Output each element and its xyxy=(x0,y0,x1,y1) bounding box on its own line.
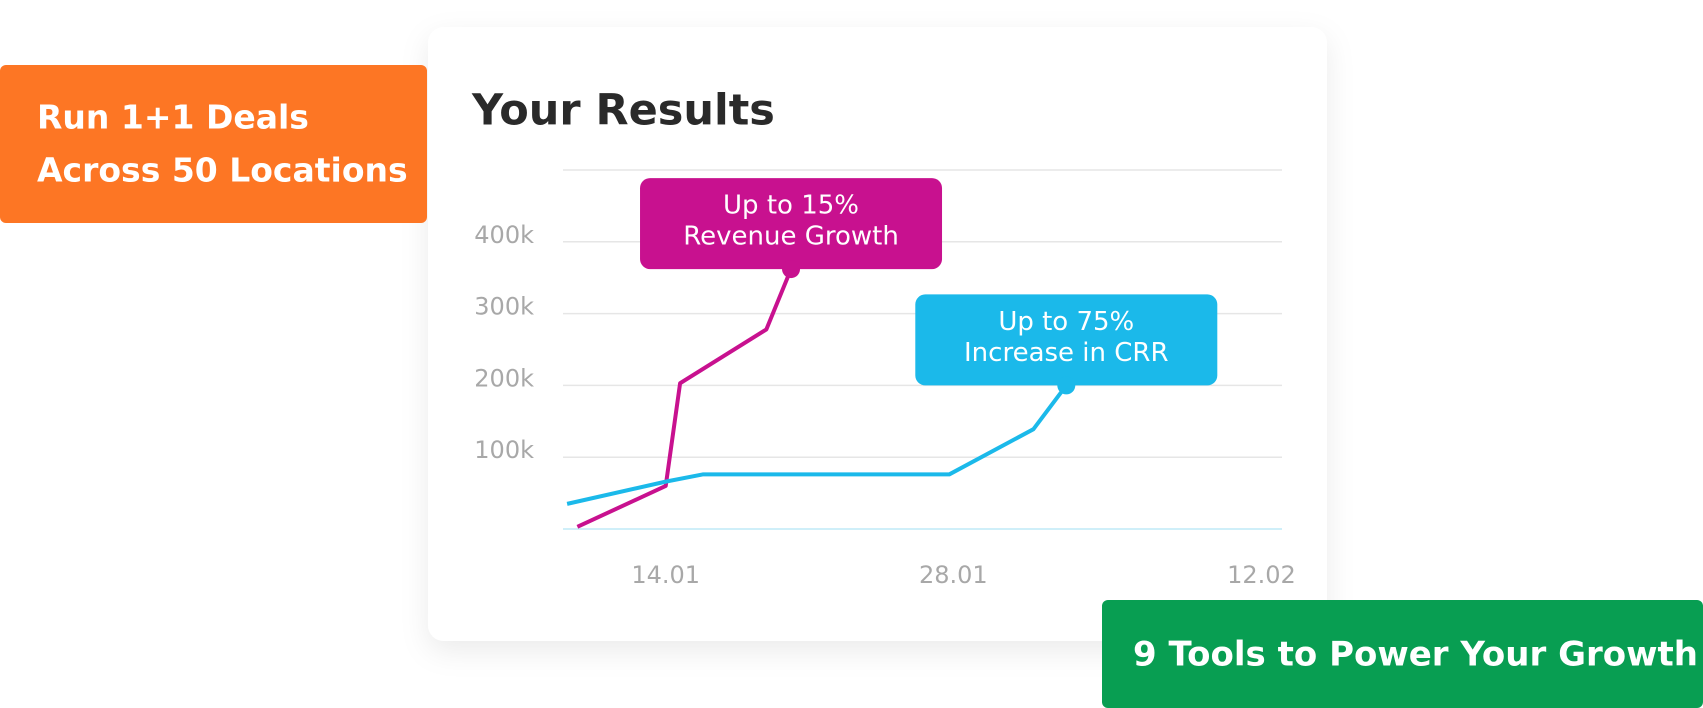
chart-title: Your Results xyxy=(471,86,775,136)
callout-box xyxy=(915,294,1218,386)
plot: 100k 200k 300k 400k 14.01 28.01 12.02 Up to 15%… xyxy=(474,169,1296,589)
callout-text: Up to 75% xyxy=(998,307,1134,337)
badge-text: 9 Tools to Power Your Growth xyxy=(1133,635,1698,675)
series-line xyxy=(566,384,1068,506)
y-tick-label: 400k xyxy=(474,221,534,249)
callout-text: Revenue Growth xyxy=(683,222,899,252)
badge-text: Across 50 Locations xyxy=(37,151,408,190)
badge-text: Run 1+1 Deals xyxy=(37,98,309,137)
y-tick-label: 300k xyxy=(474,293,534,321)
x-tick-label: 14.01 xyxy=(631,561,700,589)
callout-box xyxy=(640,178,943,270)
callout-text: Up to 15% xyxy=(723,191,859,221)
y-tick-label: 200k xyxy=(474,364,534,392)
series-line xyxy=(576,268,793,529)
callout: Up to 75%Increase in CRR xyxy=(915,294,1218,395)
callout-dot xyxy=(782,260,801,279)
x-tick-label: 28.01 xyxy=(919,561,988,589)
callout-text: Increase in CRR xyxy=(964,338,1169,368)
x-tick-label: 12.02 xyxy=(1227,561,1296,589)
y-tick-label: 100k xyxy=(474,436,534,464)
badge xyxy=(1102,600,1703,708)
callout: Up to 15%Revenue Growth xyxy=(640,178,943,279)
callout-dot xyxy=(1057,376,1076,395)
badge xyxy=(0,65,427,223)
